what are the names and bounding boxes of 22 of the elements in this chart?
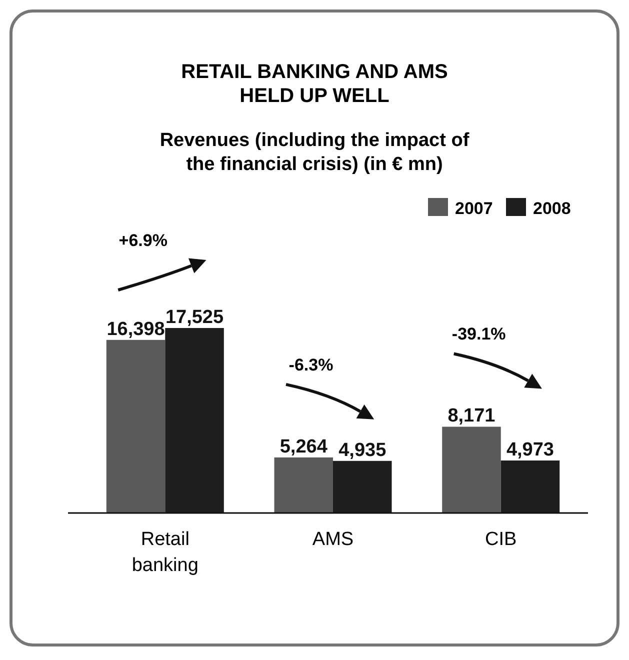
annotation: -6.3% bbox=[288, 355, 334, 374]
data-label: 17,525 bbox=[165, 307, 224, 328]
bar bbox=[442, 426, 501, 513]
data-label: 8,171 bbox=[448, 406, 496, 427]
bar bbox=[274, 457, 333, 513]
bar bbox=[500, 460, 560, 513]
x-tick-label: AMS bbox=[312, 529, 354, 550]
bar bbox=[333, 460, 392, 513]
chart-title: RETAIL BANKING AND AMS HELD UP WELL bbox=[181, 61, 448, 107]
data-label: 4,935 bbox=[338, 440, 387, 461]
x-tick-label: Retail banking bbox=[132, 529, 198, 576]
legend-label: 2008 bbox=[533, 199, 571, 218]
chart-subtitle: Revenues (including the impact of the financial crisis) (in € mn) bbox=[160, 130, 470, 175]
data-label: 4,973 bbox=[506, 440, 554, 461]
bar bbox=[106, 340, 166, 513]
annotation: -39.1% bbox=[452, 324, 506, 344]
data-label: 5,264 bbox=[280, 436, 328, 458]
data-label: 16,398 bbox=[106, 318, 165, 340]
text: +6.9% bbox=[118, 231, 168, 250]
legend-label: 2007 bbox=[455, 199, 493, 218]
bar bbox=[165, 328, 224, 513]
x-tick-label: CIB bbox=[485, 529, 517, 550]
